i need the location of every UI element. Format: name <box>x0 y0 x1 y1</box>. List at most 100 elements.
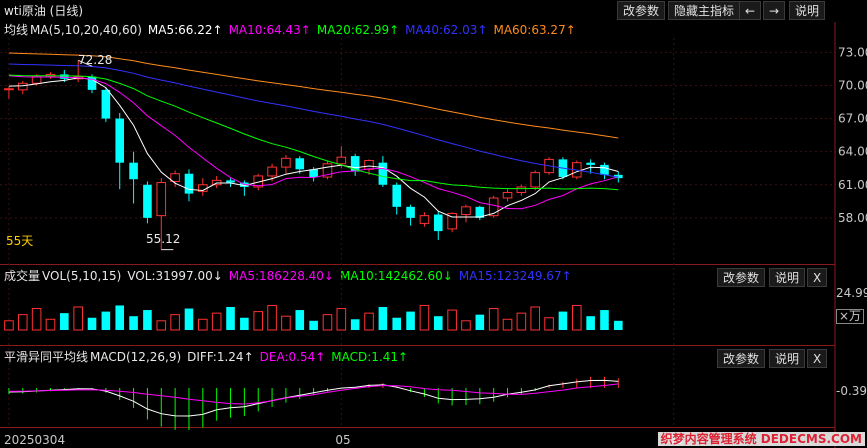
macd-param: MACD(12,26,9) <box>90 350 182 364</box>
candle-body <box>184 173 194 194</box>
candle-body <box>530 172 541 188</box>
volume-ma5: MA5:186228.40↓ <box>228 269 334 283</box>
candle-body <box>267 166 277 177</box>
candle-body <box>309 169 318 178</box>
main-panel-separator <box>0 264 835 265</box>
volume-bar <box>558 311 568 330</box>
volume-bar <box>295 310 305 330</box>
volume-close-button[interactable]: X <box>807 268 828 287</box>
ma-param: MA(5,10,20,40,60) <box>30 23 142 37</box>
volume-ma15: MA15:123249.67↑ <box>458 269 572 283</box>
candle-body <box>364 159 374 170</box>
volume-panel-separator <box>0 345 835 346</box>
volume-bar <box>198 318 208 331</box>
volume-params-button[interactable]: 改参数 <box>717 268 766 287</box>
macd-panel-separator <box>0 427 835 428</box>
candle-body <box>516 186 527 193</box>
high-marker <box>77 59 93 67</box>
x-tick-label: 20250304 <box>4 433 65 447</box>
candle-body <box>31 76 42 84</box>
volume-bar <box>433 316 443 330</box>
candle-body <box>447 212 457 230</box>
volume-unit-label: ×万 <box>836 309 865 324</box>
volume-help-button[interactable]: 说明 <box>769 268 806 287</box>
ma60-line <box>8 52 619 139</box>
ma40-line <box>8 63 619 178</box>
volume-bar <box>87 317 97 330</box>
volume-bar <box>17 314 28 331</box>
ma10-line <box>8 75 619 210</box>
chart-title: wti原油 (日线) <box>4 4 84 18</box>
x-tick-label: 05 <box>335 433 350 447</box>
macd-params-button[interactable]: 改参数 <box>717 349 766 368</box>
macd-dea: DEA:0.54↑ <box>259 350 326 364</box>
watermark: 织梦内容管理系统 DEDECMS.COM <box>657 432 865 446</box>
macd-dea-line <box>8 383 619 405</box>
main-legend-label: 均线 <box>4 23 29 37</box>
volume-bar <box>101 311 111 330</box>
y-tick-label: 58.00 <box>838 211 867 225</box>
volume-bar <box>392 317 402 330</box>
volume-bar <box>544 317 554 331</box>
candle-body <box>600 164 609 175</box>
candle-body <box>475 206 485 218</box>
candle-body <box>322 163 333 178</box>
volume-bar <box>530 306 541 331</box>
volume-bar <box>253 311 264 331</box>
candle-body <box>392 184 402 207</box>
change-params-button[interactable]: 改参数 <box>617 1 666 20</box>
volume-bar <box>502 318 513 331</box>
volume-bar <box>475 314 485 330</box>
ma5-legend: MA5:66.22↑ <box>147 23 223 37</box>
macd-help-button[interactable]: 说明 <box>769 349 806 368</box>
candle-body <box>488 197 499 217</box>
low-annotation: 55.12 <box>146 232 181 246</box>
volume-bar <box>240 317 249 330</box>
volume-bar <box>406 311 415 330</box>
candle-body <box>60 74 69 79</box>
high-annotation: 72.28 <box>78 53 113 67</box>
volume-bar <box>267 304 277 331</box>
candle-body <box>170 173 180 182</box>
ma10-legend: MA10:64.43↑ <box>228 23 311 37</box>
volume-bar <box>461 320 471 331</box>
macd-axis-label: -0.39 <box>836 384 867 398</box>
candle-body <box>17 82 28 91</box>
volume-bar <box>447 309 457 331</box>
volume-bar <box>571 304 582 331</box>
macd-legend-label: 平滑异同平均线 <box>4 350 89 364</box>
candle-body <box>101 89 111 119</box>
volume-bar <box>488 308 499 331</box>
volume-bar <box>45 318 56 331</box>
macd-diff: DIFF:1.24↑ <box>187 350 254 364</box>
macd-close-button[interactable]: X <box>807 349 828 368</box>
candle-body <box>115 118 125 163</box>
macd-value: MACD:1.41↑ <box>331 350 409 364</box>
candle-body <box>281 157 291 168</box>
arrow-right-button[interactable]: → <box>763 1 786 20</box>
main-legend: 均线 MA(5,10,20,40,60) MA5:66.22↑ MA10:64.43↑… <box>4 22 582 38</box>
volume-bar <box>419 304 430 331</box>
candle-body <box>378 162 388 185</box>
candle-body <box>156 182 167 217</box>
volume-ma10: MA10:142462.60↓ <box>339 269 453 283</box>
help-button[interactable]: 说明 <box>789 1 826 20</box>
candle-body <box>350 156 360 172</box>
volume-bar <box>60 313 69 330</box>
arrow-left-button[interactable]: ← <box>739 1 762 20</box>
macd-diff-line <box>8 379 619 417</box>
volume-bar <box>600 310 609 330</box>
volume-bar <box>378 307 388 330</box>
volume-bar <box>226 307 235 330</box>
candle-body <box>433 214 443 232</box>
volume-bar <box>143 310 152 330</box>
candle-body <box>129 162 138 180</box>
volume-bar <box>281 315 291 331</box>
volume-bar <box>211 312 222 331</box>
candle-body <box>461 206 471 216</box>
candle-body <box>406 206 415 218</box>
volume-legend: 成交量 VOL(5,10,15) VOL:31997.00↓ MA5:186228.4… <box>4 268 578 284</box>
candle-body <box>226 180 235 183</box>
ma60-legend: MA60:63.27↑ <box>493 23 576 37</box>
